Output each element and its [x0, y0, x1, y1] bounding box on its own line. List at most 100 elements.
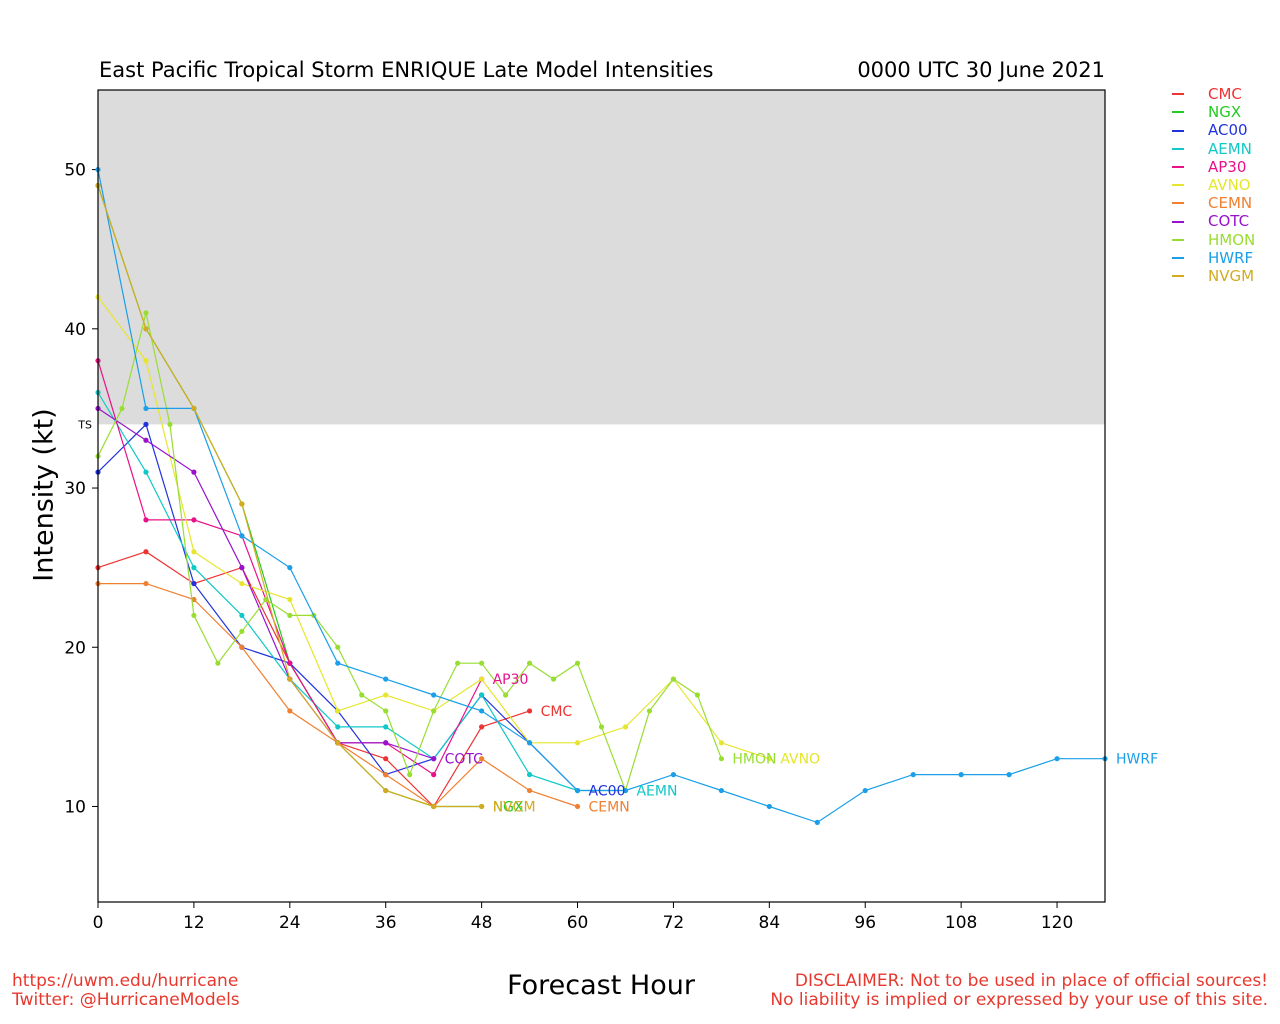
x-tick-label: 72	[663, 913, 685, 933]
x-tick-label: 48	[471, 913, 493, 933]
end-label-cmc: CMC	[541, 704, 573, 720]
data-point-hmon	[694, 692, 701, 698]
data-point-cmc	[479, 724, 485, 730]
series-line-cmc	[97, 551, 530, 808]
data-point-hmon	[598, 724, 605, 730]
data-point-hwrf	[143, 405, 149, 412]
legend-swatch	[1172, 256, 1184, 259]
x-tick-label: 108	[945, 913, 977, 933]
data-point-hwrf	[287, 565, 293, 571]
footer-twitter[interactable]: Twitter: @HurricaneModels	[12, 990, 240, 1010]
plot-frame	[97, 89, 1106, 903]
footer-url[interactable]: https://uwm.edu/hurricane	[12, 971, 239, 991]
data-point-avno	[383, 692, 389, 698]
data-point-hwrf	[526, 740, 533, 746]
x-tick-label: 60	[567, 913, 589, 933]
y-tick-label: 50	[64, 161, 86, 181]
data-point-avno	[191, 549, 197, 555]
data-point-aemn	[239, 612, 245, 619]
legend-swatch	[1172, 129, 1184, 132]
data-point-cotc	[239, 565, 245, 571]
data-point-hmon	[383, 708, 389, 714]
data-point-hwrf	[1006, 772, 1012, 778]
end-label-ap30: AP30	[493, 672, 529, 688]
legend-swatch	[1172, 202, 1184, 205]
legend-label: CEMN	[1208, 194, 1253, 213]
data-point-nvgm	[479, 803, 485, 810]
end-label-hwrf: HWRF	[1116, 752, 1158, 768]
footer-credits: https://uwm.edu/hurricane Twitter: @Hurr…	[12, 972, 240, 1010]
data-point-hmon	[287, 612, 293, 619]
data-point-cotc	[383, 740, 389, 746]
legend-swatch	[1172, 184, 1184, 187]
footer-disclaimer: DISCLAIMER: Not to be used in place of o…	[770, 972, 1268, 1010]
data-point-hmon	[526, 660, 533, 666]
end-label-hmon: HMON	[732, 752, 776, 768]
data-point-avno	[479, 676, 485, 682]
data-point-aemn	[335, 724, 341, 730]
data-point-aemn	[143, 469, 149, 475]
data-point-cmc	[383, 756, 389, 762]
data-point-cotc	[143, 437, 149, 443]
data-point-cotc	[431, 756, 437, 762]
end-label-nvgm: NVGM	[493, 799, 536, 815]
data-point-nvgm	[287, 676, 293, 682]
data-point-hwrf	[862, 787, 868, 794]
data-point-nvgm	[143, 326, 149, 332]
data-point-hmon	[431, 708, 437, 714]
legend-label: AVNO	[1208, 176, 1251, 195]
x-tick-label: 84	[759, 913, 781, 933]
x-tick-label: 24	[279, 913, 301, 933]
data-point-hmon	[335, 644, 341, 650]
data-point-cemn	[383, 772, 389, 778]
data-point-hmon	[550, 676, 557, 682]
end-label-ngx: NGX	[493, 799, 524, 815]
data-point-hmon	[455, 660, 461, 666]
y-tick-label: 30	[64, 479, 86, 499]
ts-band	[98, 90, 1105, 425]
legend-item-hmon: HMON	[1172, 231, 1255, 249]
data-point-hwrf	[718, 787, 724, 794]
x-tick-label: 96	[854, 913, 876, 933]
data-point-hwrf	[335, 660, 341, 666]
legend-item-nvgm: NVGM	[1172, 267, 1255, 285]
data-point-hwrf	[958, 772, 964, 778]
data-point-ap30	[287, 660, 293, 666]
x-tick-label: 12	[183, 913, 205, 933]
data-point-cemn	[287, 708, 293, 714]
legend-item-avno: AVNO	[1172, 176, 1255, 194]
x-tick-label: 120	[1041, 913, 1073, 933]
end-label-aemn: AEMN	[636, 784, 677, 800]
legend-label: COTC	[1208, 212, 1250, 231]
legend-item-aemn: AEMN	[1172, 140, 1255, 158]
data-point-ap30	[191, 517, 197, 523]
chart-timestamp: 0000 UTC 30 June 2021	[857, 58, 1105, 82]
data-point-hmon	[119, 405, 125, 412]
data-point-avno	[287, 596, 293, 603]
data-point-nvgm	[191, 405, 197, 412]
data-point-aemn	[383, 724, 389, 730]
data-point-avno	[239, 580, 245, 587]
legend-swatch	[1172, 220, 1184, 223]
data-point-hwrf	[622, 787, 629, 794]
data-point-hmon	[718, 756, 724, 762]
legend-label: NGX	[1208, 103, 1242, 122]
legend-item-ngx: NGX	[1172, 103, 1255, 121]
legend-label: AC00	[1208, 121, 1248, 140]
data-point-cemn	[479, 756, 485, 762]
data-point-cotc	[191, 469, 197, 475]
data-point-avno	[335, 708, 341, 714]
data-point-cemn	[526, 787, 533, 794]
ts-threshold-label: TS	[77, 418, 92, 431]
data-point-nvgm	[383, 787, 389, 794]
data-point-avno	[143, 358, 149, 364]
data-point-ap30	[143, 517, 149, 523]
data-point-hwrf	[814, 819, 820, 825]
end-label-cotc: COTC	[445, 752, 484, 768]
legend-swatch	[1172, 93, 1184, 96]
legend-label: AP30	[1208, 157, 1247, 176]
data-point-cmc	[526, 708, 533, 714]
data-point-hmon	[239, 628, 245, 634]
data-point-avno	[574, 740, 581, 746]
